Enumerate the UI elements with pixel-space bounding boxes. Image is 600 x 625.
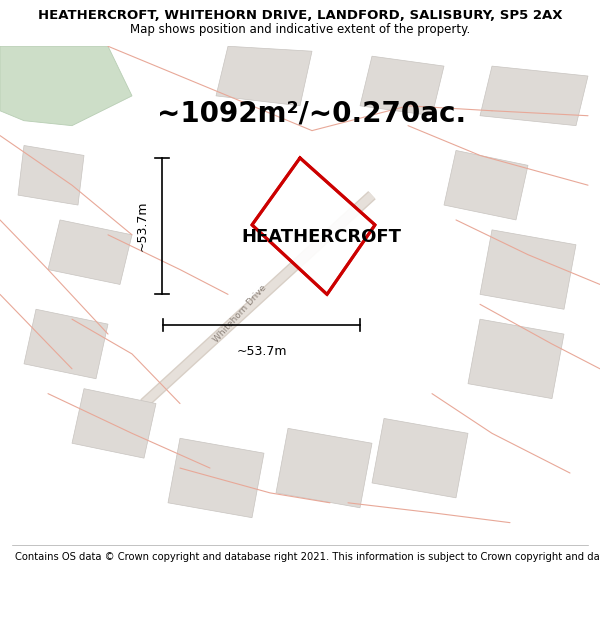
Text: HEATHERCROFT: HEATHERCROFT bbox=[241, 228, 401, 246]
Polygon shape bbox=[216, 46, 312, 106]
Polygon shape bbox=[360, 56, 444, 116]
Polygon shape bbox=[444, 151, 528, 220]
Text: ~53.7m: ~53.7m bbox=[136, 201, 149, 251]
Polygon shape bbox=[24, 309, 108, 379]
Polygon shape bbox=[480, 66, 588, 126]
Polygon shape bbox=[276, 428, 372, 508]
Text: Map shows position and indicative extent of the property.: Map shows position and indicative extent… bbox=[130, 23, 470, 36]
Text: Contains OS data © Crown copyright and database right 2021. This information is : Contains OS data © Crown copyright and d… bbox=[15, 552, 600, 562]
Text: ~53.7m: ~53.7m bbox=[236, 345, 287, 358]
Polygon shape bbox=[48, 220, 132, 284]
Polygon shape bbox=[18, 146, 84, 205]
Polygon shape bbox=[468, 319, 564, 399]
Text: Whitehorn Drive: Whitehorn Drive bbox=[212, 284, 268, 345]
Text: HEATHERCROFT, WHITEHORN DRIVE, LANDFORD, SALISBURY, SP5 2AX: HEATHERCROFT, WHITEHORN DRIVE, LANDFORD,… bbox=[38, 9, 562, 22]
Text: ~1092m²/~0.270ac.: ~1092m²/~0.270ac. bbox=[157, 99, 467, 127]
Polygon shape bbox=[0, 46, 132, 126]
Polygon shape bbox=[168, 438, 264, 518]
Polygon shape bbox=[72, 389, 156, 458]
Polygon shape bbox=[372, 419, 468, 498]
Polygon shape bbox=[252, 158, 375, 294]
Polygon shape bbox=[480, 230, 576, 309]
